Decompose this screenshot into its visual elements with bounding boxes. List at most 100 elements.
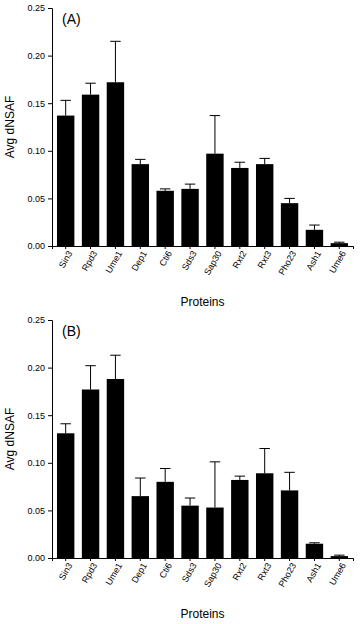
y-axis: 0.000.050.100.150.200.25 (27, 315, 52, 563)
error-cap (235, 162, 245, 163)
tick: 0.05 (27, 506, 52, 516)
tick-label: Ash1 (304, 561, 323, 584)
tick: 0.00 (27, 241, 52, 251)
tick: Sap30 (202, 246, 224, 277)
error-stem (314, 225, 315, 230)
tick-label: Rxt3 (255, 561, 273, 582)
tick-mark (90, 246, 91, 249)
tick-mark (339, 246, 340, 249)
tick: 0.25 (27, 3, 52, 13)
tick: 0.10 (27, 146, 52, 156)
error-stem (289, 198, 290, 203)
tick-label: 0.05 (27, 506, 45, 516)
bar (331, 556, 348, 558)
x-axis-title: Proteins (180, 607, 224, 621)
tick-mark (190, 246, 191, 249)
error-bar (259, 158, 269, 164)
tick: 0.10 (27, 458, 52, 468)
tick: 0.25 (27, 315, 52, 325)
error-stem (214, 462, 215, 508)
panel-label: (B) (62, 323, 81, 339)
tick-mark (48, 463, 52, 464)
bar (231, 168, 248, 246)
tick: Cti6 (157, 246, 174, 268)
tick-mark (289, 558, 290, 561)
bar (281, 490, 298, 558)
tick: Rpd3 (80, 246, 99, 273)
tick: Ume6 (327, 558, 348, 587)
tick: Sin3 (57, 246, 75, 270)
error-stem (115, 41, 116, 82)
tick-label: Ume6 (327, 249, 348, 275)
error-stem (65, 100, 66, 115)
tick: Cti6 (157, 558, 174, 580)
tick: 0.20 (27, 51, 52, 61)
error-stem (190, 498, 191, 506)
error-bar (309, 225, 319, 230)
tick-label: 0.25 (27, 315, 45, 325)
error-stem (90, 366, 91, 390)
axis-line (48, 321, 53, 559)
tick-mark (239, 558, 240, 561)
error-cap (85, 83, 95, 84)
bar (331, 243, 348, 246)
tick-label: 0.20 (27, 363, 45, 373)
error-bar (160, 189, 170, 191)
tick: Rpd3 (80, 558, 99, 585)
bar (206, 508, 223, 558)
tick-mark (190, 558, 191, 561)
error-bar (185, 498, 195, 506)
bar (82, 95, 99, 246)
tick-mark (115, 558, 116, 561)
error-cap (60, 100, 70, 101)
tick-mark (48, 151, 52, 152)
error-bar (235, 162, 245, 168)
tick: Sds3 (180, 246, 199, 272)
error-cap (185, 498, 195, 499)
tick: 0.15 (27, 99, 52, 109)
error-bar (210, 116, 220, 154)
axis-line (48, 9, 53, 247)
error-bar (135, 159, 145, 164)
tick-mark (48, 368, 52, 369)
tick-mark (48, 198, 52, 199)
error-cap (309, 225, 319, 226)
error-bar (85, 366, 95, 390)
error-bar (160, 469, 170, 482)
tick-mark (165, 246, 166, 249)
error-cap (110, 41, 120, 42)
tick-mark (214, 558, 215, 561)
error-cap (135, 159, 145, 160)
bar (132, 164, 149, 246)
tick-label: 0.00 (27, 241, 45, 251)
tick-label: Sin3 (57, 249, 75, 270)
tick-label: Rxt2 (231, 561, 249, 582)
error-cap (135, 478, 145, 479)
tick: Ume1 (103, 558, 124, 587)
tick-label: Rxt3 (255, 249, 273, 270)
tick-mark (90, 558, 91, 561)
tick-mark (48, 415, 52, 416)
panel: 0.000.050.100.150.200.25Sin3Rpd3Ume1Dep1… (3, 315, 354, 621)
bar (306, 544, 323, 558)
tick: Rxt3 (255, 246, 273, 270)
error-cap (284, 472, 294, 473)
tick-label: 0.00 (27, 553, 45, 563)
tick-label: Sds3 (180, 249, 199, 272)
error-bar (334, 242, 344, 244)
error-stem (140, 478, 141, 496)
tick-mark (264, 558, 265, 561)
error-bar (284, 198, 294, 203)
error-stem (264, 158, 265, 164)
bar (256, 164, 273, 246)
tick-mark (65, 246, 66, 249)
tick: Dep1 (130, 558, 149, 585)
marks (57, 355, 348, 558)
tick-label: Cti6 (157, 249, 174, 268)
tick-label: 0.20 (27, 51, 45, 61)
bar (107, 379, 124, 558)
tick-label: Rpd3 (80, 249, 99, 273)
tick-mark (339, 558, 340, 561)
tick-mark (65, 558, 66, 561)
axis-line (53, 559, 354, 562)
